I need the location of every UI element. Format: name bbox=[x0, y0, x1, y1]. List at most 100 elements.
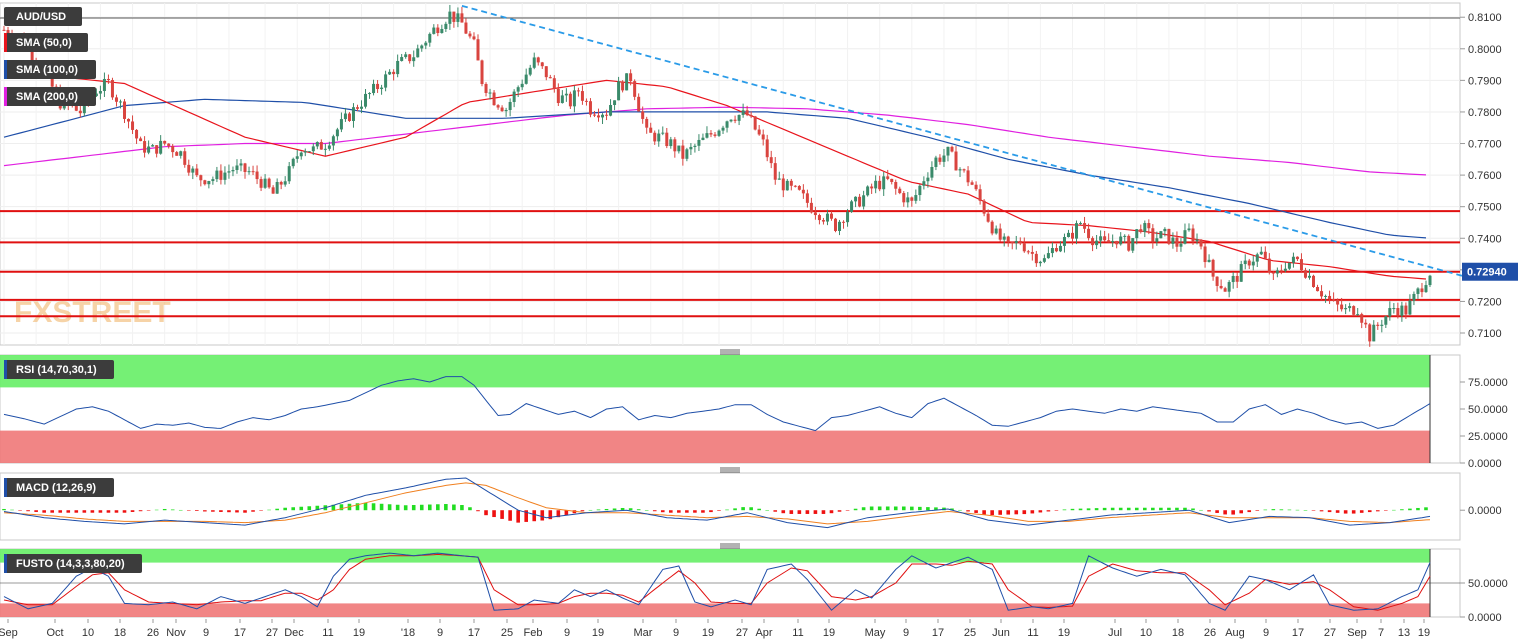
date-tick-label: 18 bbox=[114, 627, 126, 639]
candle-body bbox=[263, 178, 267, 188]
candle-body bbox=[1095, 240, 1099, 246]
sma-legend-1-swatch bbox=[4, 60, 7, 79]
candle-body bbox=[163, 140, 167, 144]
macd-histogram-bar bbox=[1400, 509, 1404, 511]
candle-body bbox=[1428, 275, 1432, 286]
macd-histogram-bar bbox=[90, 510, 95, 513]
symbol-label: AUD/USD bbox=[16, 11, 66, 23]
macd-histogram-bar bbox=[331, 504, 336, 511]
price-tick-label: 0.7500 bbox=[1468, 202, 1502, 214]
candle-body bbox=[1368, 324, 1372, 342]
candle-body bbox=[713, 134, 717, 136]
candle-body bbox=[488, 92, 492, 94]
macd-histogram-bar bbox=[235, 510, 239, 513]
candle-body bbox=[725, 121, 729, 128]
macd-histogram-bar bbox=[130, 510, 135, 512]
sma-legend-2-bg bbox=[4, 87, 96, 106]
candle-body bbox=[1010, 241, 1014, 244]
macd-histogram-bar bbox=[701, 510, 705, 513]
date-tick-label: 11 bbox=[1027, 627, 1038, 639]
macd-histogram-bar bbox=[853, 508, 858, 511]
candle-body bbox=[74, 105, 78, 111]
candle-body bbox=[689, 146, 693, 150]
candle-body bbox=[384, 74, 388, 88]
candle-body bbox=[323, 148, 327, 150]
candle-body bbox=[1303, 270, 1307, 278]
macd-histogram-bar bbox=[82, 510, 87, 513]
candle-body bbox=[131, 121, 135, 130]
macd-histogram-bar bbox=[50, 510, 55, 513]
rsi-panel-tick-label: 25.0000 bbox=[1468, 431, 1508, 443]
candle-body bbox=[319, 142, 323, 150]
macd-histogram-bar bbox=[1327, 510, 1332, 513]
date-tick-label: 7 bbox=[1378, 627, 1384, 639]
candle-body bbox=[118, 101, 122, 103]
candle-body bbox=[793, 185, 797, 187]
candle-body bbox=[797, 185, 801, 190]
macd-histogram-bar bbox=[1006, 510, 1011, 515]
candle-body bbox=[508, 101, 512, 111]
candle-body bbox=[1087, 228, 1091, 239]
macd-histogram-bar bbox=[195, 510, 199, 511]
candle-body bbox=[2, 29, 6, 31]
candle-body bbox=[532, 57, 536, 68]
macd-histogram-bar bbox=[652, 510, 657, 512]
candle-body bbox=[669, 139, 673, 147]
candle-body bbox=[761, 134, 765, 140]
candle-body bbox=[347, 113, 351, 121]
candle-body bbox=[1075, 223, 1079, 239]
candle-body bbox=[1376, 324, 1380, 326]
date-tick-label: Mar bbox=[634, 627, 653, 639]
candle-body bbox=[962, 169, 966, 171]
candle-body bbox=[1147, 223, 1151, 229]
fusto-panel-tick-label: 50.0000 bbox=[1468, 578, 1508, 590]
candle-body bbox=[408, 54, 412, 62]
date-tick-label: 26 bbox=[147, 627, 159, 639]
panel-splitters[interactable] bbox=[720, 349, 740, 549]
macd-histogram-bar bbox=[636, 509, 641, 511]
candle-body bbox=[1416, 288, 1420, 294]
rsi-label-bg bbox=[4, 360, 114, 379]
candle-body bbox=[729, 119, 733, 122]
candle-body bbox=[809, 202, 813, 213]
macd-histogram-bar bbox=[693, 510, 697, 513]
candle-body bbox=[235, 165, 239, 170]
candle-body bbox=[1360, 314, 1364, 323]
macd-histogram-bar bbox=[910, 506, 914, 511]
macd-histogram-bar bbox=[1030, 510, 1035, 514]
macd-histogram-bar bbox=[1408, 508, 1412, 511]
sma-100-line bbox=[3, 98, 1427, 239]
candle-body bbox=[854, 196, 858, 202]
price-legend[interactable]: AUD/USD SMA (50,0) SMA (100,0) SMA (200,0) bbox=[4, 7, 96, 106]
candle-body bbox=[1235, 275, 1239, 282]
macd-histogram-bar bbox=[733, 508, 737, 511]
date-tick-label: 10 bbox=[1140, 627, 1152, 639]
candle-body bbox=[420, 45, 424, 49]
candle-body bbox=[468, 33, 472, 37]
candle-body bbox=[709, 133, 713, 135]
candle-body bbox=[1211, 259, 1215, 277]
macd-histogram-bar bbox=[1102, 507, 1107, 511]
macd-panel-tick-label: 0.0000 bbox=[1468, 505, 1502, 517]
candle-body bbox=[376, 83, 380, 90]
candle-body bbox=[1332, 299, 1336, 301]
macd-histogram-bar bbox=[203, 510, 207, 512]
candle-body bbox=[82, 99, 86, 114]
sma-legend-0-bg bbox=[4, 33, 88, 52]
candle-body bbox=[78, 110, 82, 114]
macd-histogram-bar bbox=[1038, 510, 1043, 513]
macd-histogram-bar bbox=[677, 510, 681, 513]
candle-body bbox=[400, 57, 404, 61]
candle-body bbox=[1247, 260, 1251, 266]
date-tick-label: 25 bbox=[501, 627, 513, 639]
candle-body bbox=[753, 116, 757, 130]
candle-body bbox=[512, 91, 516, 102]
date-tick-label: Apr bbox=[755, 627, 772, 639]
candle-body bbox=[1223, 288, 1227, 292]
macd-histogram-bar bbox=[781, 510, 786, 514]
macd-histogram-bar bbox=[548, 510, 553, 520]
candle-body bbox=[954, 151, 958, 171]
candle-body bbox=[191, 168, 195, 173]
fxstreet-watermark: FXSTREET bbox=[14, 296, 171, 329]
candle-body bbox=[1042, 258, 1046, 262]
